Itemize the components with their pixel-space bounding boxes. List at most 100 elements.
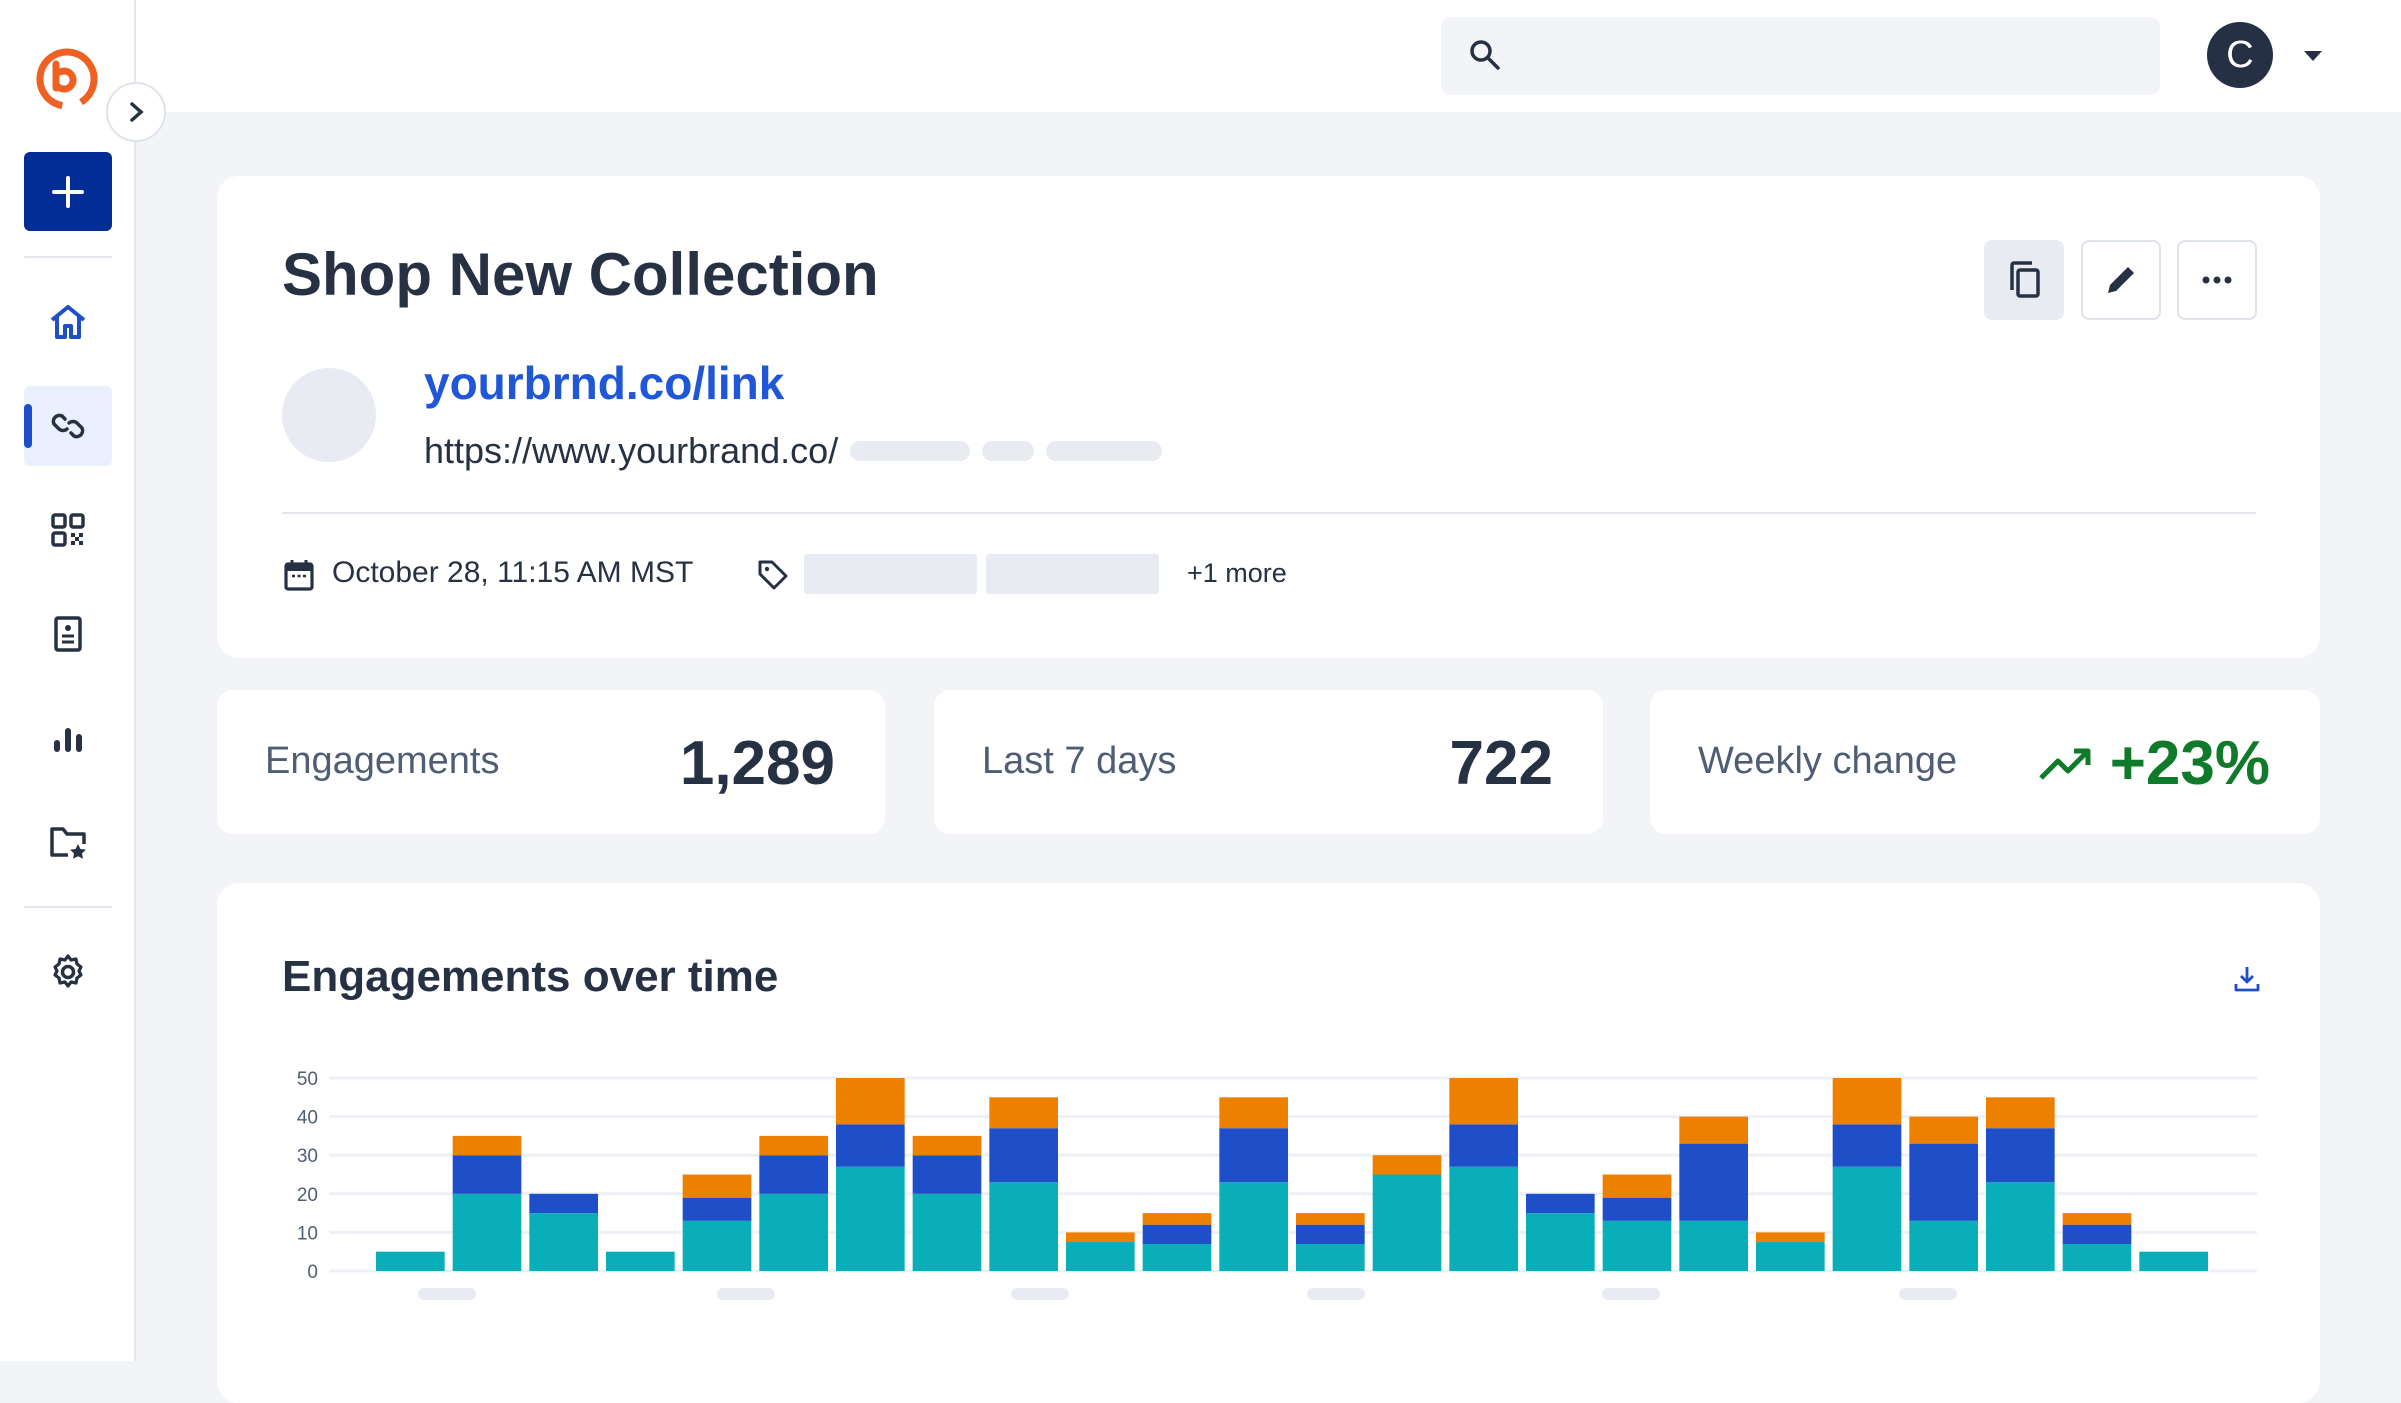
more-tags-link[interactable]: +1 more bbox=[1187, 558, 1287, 588]
bar-segment[interactable] bbox=[1449, 1078, 1518, 1125]
bar-segment[interactable] bbox=[759, 1135, 828, 1156]
y-tick-label: 0 bbox=[307, 1262, 318, 1283]
copy-button[interactable] bbox=[1984, 240, 2064, 320]
bar-segment[interactable] bbox=[836, 1078, 905, 1125]
bar-segment[interactable] bbox=[912, 1155, 982, 1194]
tag[interactable] bbox=[986, 554, 1159, 594]
created-date: October 28, 11:15 AM MST bbox=[332, 556, 694, 589]
user-avatar[interactable]: C bbox=[2207, 22, 2273, 88]
search-input[interactable] bbox=[1441, 17, 2160, 95]
link-favicon bbox=[282, 368, 376, 462]
bar-segment[interactable] bbox=[1986, 1128, 2055, 1183]
bar-segment[interactable] bbox=[1066, 1242, 1135, 1271]
bar-segment[interactable] bbox=[912, 1135, 982, 1156]
bar-segment[interactable] bbox=[1679, 1143, 1748, 1221]
bar-segment[interactable] bbox=[606, 1251, 675, 1271]
bar-segment[interactable] bbox=[1296, 1243, 1365, 1271]
bar-segment[interactable] bbox=[1372, 1174, 1442, 1272]
link-details-card bbox=[217, 176, 2320, 658]
sidebar-item-home[interactable] bbox=[24, 282, 112, 362]
bar-segment[interactable] bbox=[2139, 1251, 2208, 1271]
x-tick-label-placeholder bbox=[1011, 1288, 1069, 1300]
bar-segment[interactable] bbox=[1526, 1193, 1595, 1214]
calendar-icon bbox=[284, 560, 314, 591]
bar-segment[interactable] bbox=[759, 1155, 828, 1194]
bitly-logo[interactable] bbox=[34, 46, 100, 112]
caret-down-icon[interactable] bbox=[2304, 51, 2322, 61]
stat-label: Weekly change bbox=[1698, 740, 1958, 782]
bar-segment[interactable] bbox=[989, 1128, 1058, 1183]
bar-segment[interactable] bbox=[682, 1174, 752, 1198]
divider bbox=[24, 906, 112, 908]
bar-segment[interactable] bbox=[759, 1193, 828, 1271]
sidebar-item-links[interactable] bbox=[24, 386, 112, 466]
stat-card-weekly-change: Weekly change +23% bbox=[1650, 690, 2320, 834]
bar-segment[interactable] bbox=[836, 1166, 905, 1271]
download-icon[interactable] bbox=[2232, 964, 2262, 994]
bar-segment[interactable] bbox=[1526, 1213, 1595, 1271]
bar-segment[interactable] bbox=[2062, 1213, 2132, 1225]
sidebar-item-pages[interactable] bbox=[24, 594, 112, 674]
sidebar-item-analytics[interactable] bbox=[24, 698, 112, 778]
bar-segment[interactable] bbox=[1909, 1220, 1978, 1271]
bar-segment[interactable] bbox=[989, 1182, 1058, 1271]
bar-segment[interactable] bbox=[989, 1097, 1058, 1129]
sidebar-item-settings[interactable] bbox=[24, 932, 112, 1012]
stat-label: Last 7 days bbox=[982, 740, 1177, 782]
placeholder-pill bbox=[982, 441, 1035, 461]
bar-segment[interactable] bbox=[1602, 1197, 1672, 1221]
bar-segment[interactable] bbox=[1219, 1182, 1288, 1271]
more-options-button[interactable] bbox=[2177, 240, 2257, 320]
bar-segment[interactable] bbox=[1909, 1116, 1978, 1144]
tag-icon bbox=[758, 560, 788, 590]
bar-segment[interactable] bbox=[1986, 1097, 2055, 1129]
bar-segment[interactable] bbox=[912, 1193, 982, 1271]
sidebar-item-qr-codes[interactable] bbox=[24, 490, 112, 570]
bar-segment[interactable] bbox=[1756, 1232, 1825, 1243]
search-icon bbox=[1470, 40, 1500, 70]
bar-segment[interactable] bbox=[452, 1193, 522, 1271]
bar-segment[interactable] bbox=[1679, 1116, 1748, 1144]
sidebar bbox=[0, 0, 136, 1361]
bar-segment[interactable] bbox=[1296, 1213, 1365, 1225]
tag[interactable] bbox=[804, 554, 977, 594]
bar-segment[interactable] bbox=[1449, 1166, 1518, 1271]
bar-segment[interactable] bbox=[1679, 1220, 1748, 1271]
bar-segment[interactable] bbox=[1142, 1224, 1212, 1244]
bar-segment[interactable] bbox=[682, 1220, 752, 1271]
gear-icon bbox=[53, 954, 83, 988]
bar-segment[interactable] bbox=[1296, 1224, 1365, 1244]
bar-segment[interactable] bbox=[2062, 1224, 2132, 1244]
create-button[interactable] bbox=[24, 152, 112, 231]
bar-segment[interactable] bbox=[376, 1251, 445, 1271]
bar-segment[interactable] bbox=[529, 1193, 598, 1214]
bar-segment[interactable] bbox=[836, 1124, 905, 1167]
bar-segment[interactable] bbox=[1602, 1220, 1672, 1271]
bar-segment[interactable] bbox=[2062, 1243, 2132, 1271]
collapse-sidebar-button[interactable] bbox=[106, 82, 166, 142]
bar-segment[interactable] bbox=[1372, 1155, 1442, 1175]
bar-segment[interactable] bbox=[682, 1197, 752, 1221]
sidebar-item-campaigns[interactable] bbox=[24, 802, 112, 882]
bar-segment[interactable] bbox=[1142, 1213, 1212, 1225]
bar-segment[interactable] bbox=[452, 1155, 522, 1194]
destination-url[interactable]: https://www.yourbrand.co/ bbox=[424, 430, 1163, 472]
bar-chart-icon bbox=[54, 728, 82, 752]
bar-segment[interactable] bbox=[1832, 1124, 1902, 1167]
bar-segment[interactable] bbox=[452, 1135, 522, 1156]
bar-segment[interactable] bbox=[1832, 1166, 1902, 1271]
bar-segment[interactable] bbox=[1219, 1128, 1288, 1183]
short-link[interactable]: yourbrnd.co/link bbox=[424, 357, 785, 409]
bar-segment[interactable] bbox=[1756, 1242, 1825, 1271]
edit-button[interactable] bbox=[2081, 240, 2161, 320]
bar-segment[interactable] bbox=[1832, 1078, 1902, 1125]
bar-segment[interactable] bbox=[1142, 1243, 1212, 1271]
bar-segment[interactable] bbox=[1986, 1182, 2055, 1271]
bar-segment[interactable] bbox=[1066, 1232, 1135, 1243]
bar-segment[interactable] bbox=[1219, 1097, 1288, 1129]
bar-segment[interactable] bbox=[1909, 1143, 1978, 1221]
bar-segment[interactable] bbox=[529, 1213, 598, 1271]
bar-segment[interactable] bbox=[1449, 1124, 1518, 1167]
bar-segment[interactable] bbox=[1602, 1174, 1672, 1198]
home-icon bbox=[50, 305, 86, 339]
